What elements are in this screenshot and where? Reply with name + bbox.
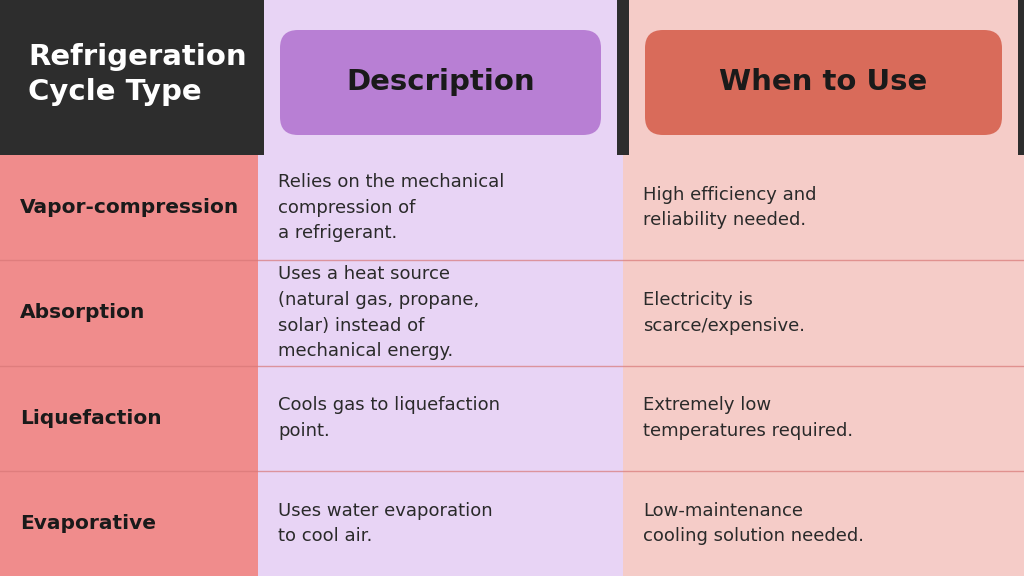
Text: Liquefaction: Liquefaction xyxy=(20,408,162,427)
Text: Description: Description xyxy=(346,69,535,97)
Text: Uses a heat source
(natural gas, propane,
solar) instead of
mechanical energy.: Uses a heat source (natural gas, propane… xyxy=(278,266,479,361)
FancyBboxPatch shape xyxy=(264,0,617,185)
Bar xyxy=(0,0,1024,155)
Text: Evaporative: Evaporative xyxy=(20,514,156,533)
Text: Relies on the mechanical
compression of
a refrigerant.: Relies on the mechanical compression of … xyxy=(278,173,505,242)
Bar xyxy=(258,0,623,576)
Text: Low-maintenance
cooling solution needed.: Low-maintenance cooling solution needed. xyxy=(643,502,864,545)
Text: Cools gas to liquefaction
point.: Cools gas to liquefaction point. xyxy=(278,396,500,440)
Text: Uses water evaporation
to cool air.: Uses water evaporation to cool air. xyxy=(278,502,493,545)
Text: Electricity is
scarce/expensive.: Electricity is scarce/expensive. xyxy=(643,291,805,335)
Text: Refrigeration
Cycle Type: Refrigeration Cycle Type xyxy=(28,43,247,106)
Text: Extremely low
temperatures required.: Extremely low temperatures required. xyxy=(643,396,853,440)
FancyBboxPatch shape xyxy=(629,0,1018,185)
Text: Absorption: Absorption xyxy=(20,304,145,323)
FancyBboxPatch shape xyxy=(645,30,1002,135)
Bar xyxy=(623,0,1024,576)
Text: High efficiency and
reliability needed.: High efficiency and reliability needed. xyxy=(643,186,816,229)
Text: Vapor-compression: Vapor-compression xyxy=(20,198,240,217)
Text: When to Use: When to Use xyxy=(720,69,928,97)
FancyBboxPatch shape xyxy=(280,30,601,135)
